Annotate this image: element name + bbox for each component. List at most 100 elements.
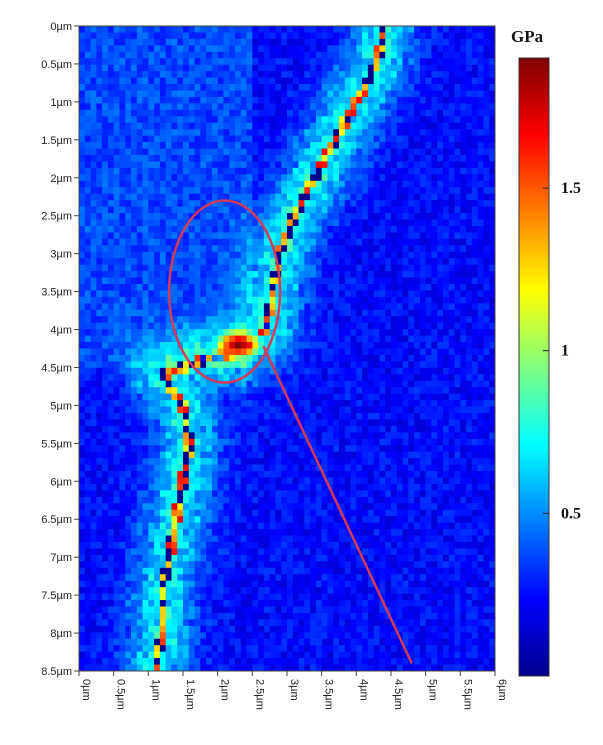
heatmap-cell [350, 122, 357, 130]
heatmap-cell [333, 432, 340, 440]
heatmap-cell [298, 284, 305, 292]
heatmap-cell [90, 367, 97, 375]
heatmap-cell [287, 374, 294, 382]
heatmap-cell [333, 264, 340, 272]
heatmap-cell [183, 387, 190, 395]
heatmap-cell [188, 316, 196, 324]
heatmap-cell [443, 374, 450, 382]
heatmap-cell [206, 303, 213, 311]
heatmap-cell [391, 51, 398, 59]
heatmap-cell [350, 342, 357, 350]
heatmap-cell [466, 438, 473, 446]
heatmap-cell [425, 425, 433, 433]
heatmap-cell [107, 71, 115, 79]
heatmap-cell [96, 206, 103, 214]
heatmap-cell [310, 129, 317, 137]
heatmap-cell [362, 180, 369, 188]
heatmap-cell [240, 284, 248, 292]
heatmap-cell [460, 148, 467, 156]
heatmap-cell [454, 432, 461, 440]
heatmap-cell [217, 309, 225, 317]
heatmap-cell [90, 303, 97, 311]
heatmap-cell [183, 296, 190, 304]
heatmap-cell [136, 206, 144, 214]
heatmap-cell [275, 367, 282, 375]
heatmap-cell [414, 206, 421, 214]
heatmap-cell [119, 187, 126, 195]
heatmap-cell [419, 264, 427, 272]
heatmap-cell [211, 225, 219, 233]
heatmap-cell [321, 142, 329, 150]
heatmap-cell [131, 64, 138, 72]
heatmap-cell [339, 225, 346, 233]
heatmap-cell [483, 155, 490, 163]
heatmap-cell [304, 187, 311, 195]
heatmap-cell [102, 361, 109, 369]
heatmap-cell [235, 193, 242, 201]
heatmap-cell [454, 303, 461, 311]
heatmap-cell [269, 419, 277, 427]
heatmap-cell [188, 471, 196, 479]
heatmap-cell [252, 438, 259, 446]
heatmap-cell [177, 451, 184, 459]
heatmap-cell [275, 213, 282, 221]
heatmap-cell [362, 354, 369, 362]
heatmap-cell [90, 32, 97, 40]
heatmap-cell [396, 64, 404, 72]
heatmap-cell [425, 180, 433, 188]
heatmap-cell [235, 129, 242, 137]
heatmap-cell [107, 380, 115, 388]
heatmap-cell [142, 406, 149, 414]
heatmap-cell [90, 348, 97, 356]
heatmap-cell [275, 206, 282, 214]
heatmap-cell [333, 219, 340, 227]
heatmap-cell [454, 187, 461, 195]
heatmap-cell [107, 109, 115, 117]
heatmap-cell [402, 342, 409, 350]
heatmap-cell [339, 232, 346, 240]
heatmap-cell [483, 303, 490, 311]
heatmap-cell [229, 96, 236, 104]
heatmap-cell [113, 129, 121, 137]
heatmap-cell [107, 26, 115, 34]
heatmap-cell [200, 329, 207, 337]
heatmap-cell [142, 206, 149, 214]
heatmap-cell [131, 367, 138, 375]
heatmap-cell [194, 116, 201, 124]
heatmap-cell [408, 213, 415, 221]
heatmap-cell [188, 161, 196, 169]
heatmap-cell [142, 64, 149, 72]
heatmap-cell [269, 180, 277, 188]
heatmap-cell [84, 303, 92, 311]
heatmap-cell [125, 322, 132, 330]
heatmap-cell [154, 309, 161, 317]
heatmap-cell [102, 432, 109, 440]
heatmap-cell [223, 316, 230, 324]
heatmap-cell [113, 387, 121, 395]
heatmap-cell [240, 90, 248, 98]
heatmap-cell [350, 238, 357, 246]
heatmap-cell [217, 180, 225, 188]
heatmap-cell [154, 264, 161, 272]
heatmap-cell [391, 129, 398, 137]
heatmap-cell [113, 471, 121, 479]
heatmap-cell [177, 167, 184, 175]
heatmap-cell [471, 445, 479, 453]
heatmap-cell [131, 187, 138, 195]
heatmap-cell [362, 122, 369, 130]
heatmap-cell [177, 393, 184, 401]
heatmap-cell [79, 77, 86, 85]
heatmap-cell [362, 155, 369, 163]
heatmap-cell [125, 387, 132, 395]
heatmap-cell [367, 367, 375, 375]
heatmap-cell [344, 219, 352, 227]
heatmap-cell [159, 245, 167, 253]
heatmap-cell [246, 258, 253, 266]
heatmap-cell [183, 264, 190, 272]
heatmap-cell [252, 419, 259, 427]
heatmap-cell [188, 38, 196, 46]
heatmap-cell [90, 206, 97, 214]
heatmap-cell [379, 77, 386, 85]
heatmap-cell [489, 193, 495, 201]
heatmap-cell [466, 64, 473, 72]
